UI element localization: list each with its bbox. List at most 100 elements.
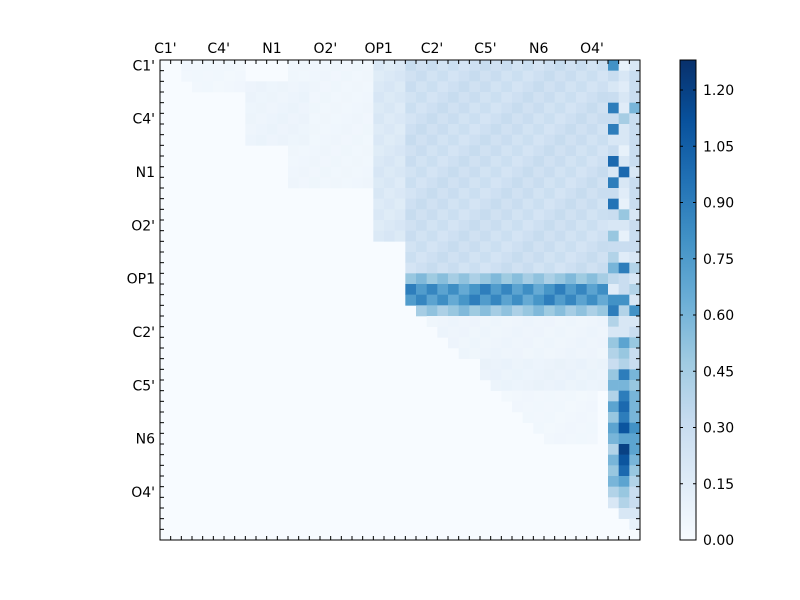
heatmap-cell: [320, 177, 331, 189]
heatmap-cell: [352, 124, 363, 135]
heatmap-cell: [501, 358, 513, 370]
heatmap-cell: [565, 81, 577, 93]
heatmap-cell: [490, 177, 502, 189]
heatmap-cell: [394, 102, 406, 114]
heatmap-cell: [565, 262, 577, 274]
heatmap-cell: [437, 273, 449, 285]
heatmap-cell: [458, 166, 470, 178]
heatmap-cell: [576, 326, 587, 338]
heatmap-cell: [512, 390, 523, 402]
heatmap-cell: [618, 241, 630, 253]
heatmap-cell: [597, 134, 609, 146]
heatmap-cell: [458, 348, 470, 359]
heatmap-cell: [394, 60, 406, 71]
heatmap-cell: [597, 273, 609, 285]
heatmap-cell: [256, 134, 267, 146]
heatmap-cell: [522, 390, 534, 402]
heatmap-cell: [437, 188, 449, 199]
heatmap-cell: [544, 198, 555, 210]
heatmap-cell: [352, 156, 363, 167]
colorbar-tick-label: 0.30: [703, 421, 734, 437]
heatmap-cell: [448, 92, 459, 103]
heatmap-cell: [426, 156, 438, 167]
heatmap-cell: [565, 326, 577, 338]
heatmap-cell: [309, 113, 321, 125]
colorbar-tick-label: 0.90: [703, 196, 734, 212]
heatmap-cell: [437, 241, 449, 253]
heatmap-cell: [512, 113, 523, 125]
heatmap-cell: [522, 113, 534, 125]
heatmap-cell: [298, 60, 310, 71]
heatmap-cell: [480, 262, 491, 274]
heatmap-cell: [405, 113, 417, 125]
heatmap-cell: [480, 134, 491, 146]
colorbar-ticks: 0.00 0.15 0.30 0.45 0.60 0.75 0.90 1.05 1.20: [680, 83, 734, 549]
heatmap-cell: [618, 369, 630, 381]
y-tick-label: N6: [136, 432, 155, 448]
heatmap-cell: [629, 220, 641, 231]
heatmap-cell: [320, 134, 331, 146]
heatmap-cell: [565, 358, 577, 370]
heatmap-cell: [373, 113, 385, 125]
heatmap-cell: [266, 102, 278, 114]
heatmap-cell: [298, 145, 310, 157]
heatmap-cell: [618, 412, 630, 423]
heatmap-cell: [629, 273, 641, 285]
heatmap-cell: [458, 262, 470, 274]
heatmap-cell: [448, 241, 459, 253]
x-tick-label: O4': [580, 41, 604, 57]
heatmap-cell: [458, 305, 470, 317]
heatmap-cell: [565, 70, 577, 82]
heatmap-cell: [629, 284, 641, 295]
heatmap-cell: [565, 209, 577, 221]
heatmap-cell: [448, 262, 459, 274]
heatmap-cell: [501, 326, 513, 338]
heatmap-cell: [181, 70, 193, 82]
heatmap-cell: [565, 134, 577, 146]
heatmap-cell: [544, 412, 555, 423]
heatmap-cell: [629, 326, 641, 338]
heatmap-cell: [586, 433, 598, 445]
heatmap-cell: [213, 70, 225, 82]
heatmap-cell: [341, 70, 353, 82]
heatmap-cell: [533, 113, 545, 125]
heatmap-cell: [448, 198, 459, 210]
heatmap-cell: [522, 156, 534, 167]
heatmap-cell: [597, 252, 609, 263]
heatmap-cell: [256, 81, 267, 93]
heatmap-cell: [469, 326, 481, 338]
heatmap-cell: [469, 230, 481, 242]
heatmap-cell: [458, 273, 470, 285]
heatmap-cell: [576, 433, 587, 445]
heatmap-cell: [586, 316, 598, 327]
heatmap-cell: [522, 284, 534, 295]
heatmap-cell: [501, 230, 513, 242]
heatmap-cell: [384, 92, 395, 103]
heatmap-cell: [512, 273, 523, 285]
heatmap-cell: [384, 177, 395, 189]
heatmap-cell: [554, 145, 566, 157]
y-axis-ticks: C1' C4' N1 O2' OP1 C2' C5' N6 O4': [127, 58, 640, 541]
heatmap-cell: [490, 294, 502, 306]
heatmap-cell: [618, 102, 630, 114]
heatmap-cell: [480, 220, 491, 231]
heatmap-cell: [416, 92, 427, 103]
heatmap-cell: [352, 92, 363, 103]
heatmap-cell: [565, 113, 577, 125]
heatmap-cell: [490, 241, 502, 253]
heatmap-cell: [501, 284, 513, 295]
heatmap-cell: [490, 113, 502, 125]
plot-frame: [159, 59, 641, 541]
heatmap-cell: [629, 252, 641, 263]
heatmap-cell: [330, 124, 342, 135]
heatmap-cell: [405, 166, 417, 178]
heatmap-cell: [384, 102, 395, 114]
heatmap-cell: [597, 305, 609, 317]
heatmap-cell: [533, 70, 545, 82]
y-tick-label: OP1: [127, 272, 155, 288]
heatmap-cell: [533, 241, 545, 253]
heatmap-cell: [608, 252, 619, 263]
heatmap-cell: [618, 81, 630, 93]
heatmap-cell: [277, 92, 289, 103]
